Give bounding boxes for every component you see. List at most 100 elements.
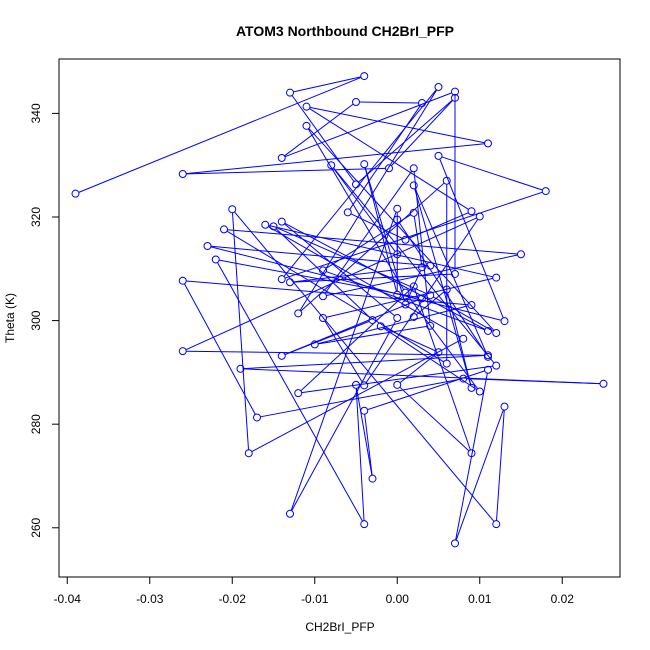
data-point: [277, 275, 286, 284]
data-point: [294, 309, 303, 318]
x-tick-label: -0.02: [219, 592, 247, 606]
series-segment: [324, 170, 413, 294]
series-segment: [219, 259, 419, 299]
x-tick-label: 0.02: [551, 592, 575, 606]
data-point: [253, 413, 261, 422]
data-point: [393, 204, 402, 213]
data-point: [319, 292, 327, 301]
data-point: [418, 294, 426, 303]
series-segment: [231, 212, 250, 450]
series-layer: [71, 72, 608, 548]
data-point: [492, 329, 501, 338]
series-segment: [367, 370, 485, 411]
series-segment: [399, 386, 470, 452]
data-point: [360, 72, 369, 81]
data-point: [451, 87, 459, 96]
data-point: [467, 449, 476, 458]
data-point: [71, 189, 80, 198]
data-point: [203, 241, 212, 250]
data-point: [368, 316, 377, 325]
data-point: [418, 99, 426, 108]
data-point: [393, 380, 402, 389]
series-segment: [455, 409, 504, 541]
data-point: [360, 381, 369, 390]
series-segment: [260, 378, 460, 418]
series-segment: [284, 92, 452, 158]
series-segment: [226, 230, 445, 363]
data-point: [467, 383, 476, 392]
data-point: [376, 322, 385, 331]
series-segment: [291, 320, 397, 511]
series-segment: [301, 365, 493, 394]
data-point: [269, 222, 278, 231]
data-point: [599, 379, 608, 388]
series-segment: [284, 222, 486, 330]
series-segment: [383, 327, 436, 352]
series-segment: [185, 217, 477, 351]
data-point: [426, 321, 435, 330]
data-point: [467, 207, 476, 216]
data-point: [409, 208, 418, 217]
series-segment: [293, 265, 427, 283]
data-point: [409, 312, 418, 321]
data-point: [393, 215, 402, 224]
data-point: [467, 301, 476, 310]
x-tick-label: -0.04: [54, 592, 82, 606]
data-point: [426, 261, 435, 270]
y-tick-label: 340: [29, 103, 43, 123]
data-point: [393, 290, 402, 299]
data-point: [541, 187, 550, 196]
data-point: [228, 205, 237, 214]
data-point: [178, 276, 187, 285]
x-tick-label: -0.01: [301, 592, 329, 606]
data-point: [327, 161, 336, 170]
series-segment: [447, 292, 472, 385]
data-point: [286, 278, 294, 287]
series-segment: [186, 280, 469, 306]
data-point: [343, 208, 352, 217]
data-point: [352, 97, 360, 106]
data-point: [475, 212, 484, 221]
data-point: [500, 317, 509, 326]
data-point: [434, 82, 443, 91]
data-point: [360, 406, 369, 415]
data-point: [302, 121, 311, 130]
series-segment: [284, 103, 354, 157]
series-segment: [234, 211, 495, 522]
series-segment: [407, 295, 479, 390]
data-point: [385, 164, 393, 173]
series-segment: [439, 158, 504, 319]
series-segment: [406, 270, 422, 302]
data-point: [401, 288, 410, 297]
data-point: [261, 220, 270, 229]
data-point: [484, 352, 492, 361]
series-segment: [186, 167, 386, 175]
series-segment: [356, 388, 373, 476]
series-segment: [416, 291, 445, 316]
data-point: [352, 380, 360, 389]
data-point: [492, 361, 501, 370]
data-point: [442, 359, 451, 368]
data-point: [451, 93, 459, 102]
data-point: [360, 160, 369, 169]
data-point: [484, 139, 492, 148]
y-tick-label: 280: [29, 414, 43, 434]
series-segment: [251, 339, 461, 452]
data-point: [319, 314, 327, 322]
series-segment: [433, 296, 494, 332]
data-point: [286, 509, 294, 518]
series-segment: [365, 219, 479, 383]
x-axis-label: CH2BrI_PFP: [305, 620, 374, 634]
x-tick-label: 0.00: [386, 592, 410, 606]
x-tick-label: -0.03: [136, 592, 164, 606]
data-point: [409, 181, 418, 190]
data-point: [244, 449, 253, 458]
data-point: [451, 539, 459, 548]
series-segment: [441, 156, 543, 191]
data-point: [286, 88, 294, 97]
data-point: [277, 153, 286, 162]
x-axis: -0.04 -0.03 -0.02 -0.01 0.00 0.01 0.02: [54, 576, 575, 606]
data-point: [401, 300, 410, 309]
